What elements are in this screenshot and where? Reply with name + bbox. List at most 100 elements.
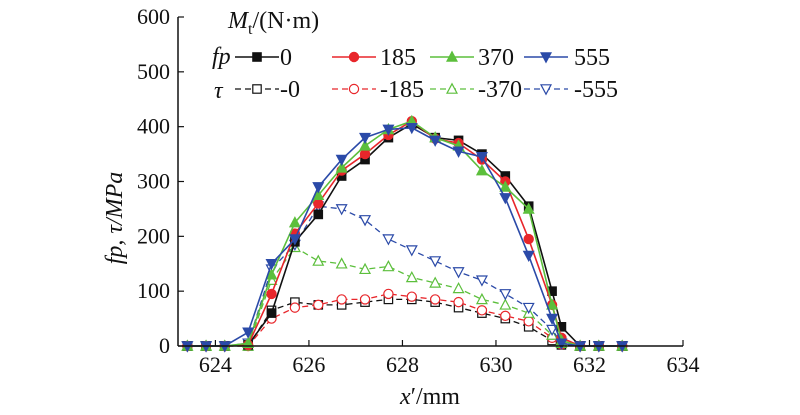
data-point <box>335 161 348 173</box>
legend-marker <box>446 82 458 94</box>
legend-marker <box>348 83 360 95</box>
data-point <box>289 302 301 313</box>
y-tick-label: 0 <box>159 333 170 358</box>
y-tick-label: 200 <box>137 223 170 248</box>
series-fp-370 <box>181 114 629 351</box>
series-fp-185 <box>182 115 628 352</box>
legend-title-units: /(N·m) <box>252 8 319 34</box>
data-point <box>546 298 559 310</box>
data-point <box>242 327 255 339</box>
y-ticks: 0 100 200 300 400 500 600 <box>137 4 184 358</box>
data-point <box>429 135 442 147</box>
data-point <box>499 193 512 205</box>
legend-marker <box>252 52 262 62</box>
data-point <box>522 250 535 263</box>
y-tick-label: 500 <box>137 59 170 84</box>
data-point <box>335 154 348 167</box>
data-point <box>429 256 442 268</box>
data-point <box>265 268 278 280</box>
legend-entry-tau-370: -370 <box>430 77 522 103</box>
legend-marker <box>540 52 552 64</box>
data-point <box>405 122 418 135</box>
data-point <box>499 298 512 310</box>
data-point <box>359 148 371 160</box>
data-point <box>359 139 372 151</box>
data-point <box>335 257 348 269</box>
legend-group-tau: τ <box>214 78 224 104</box>
legend-marker <box>446 50 458 62</box>
data-point <box>266 288 277 300</box>
legend-title: Mt/(N·m) <box>227 8 319 38</box>
data-point <box>499 180 512 192</box>
legend-entry-tau-0: -0 <box>235 77 300 103</box>
legend-entry-tau-555: -555 <box>524 77 618 103</box>
x-tick-label: 624 <box>199 352 232 377</box>
data-point <box>429 294 441 305</box>
legend-label: 555 <box>574 45 610 71</box>
y-axis-label: fp, τ/MPa <box>102 172 128 265</box>
data-point <box>359 215 372 227</box>
legend-marker <box>540 84 552 96</box>
y-axis-label-text: fp, τ/MPa <box>102 172 128 265</box>
data-point <box>359 132 372 145</box>
data-point <box>312 254 325 266</box>
data-point <box>382 260 395 272</box>
data-point <box>522 202 535 214</box>
legend-entries: 0 185 370 555 -0 -185 -370 -555 <box>235 45 618 103</box>
data-point <box>452 146 465 158</box>
data-point <box>265 258 278 271</box>
series-line <box>187 122 623 347</box>
legend-label: 370 <box>478 45 514 71</box>
legend-label: 185 <box>380 45 416 71</box>
x-ticks: 624 626 628 630 632 634 <box>199 340 700 377</box>
legend-label: -370 <box>478 77 522 103</box>
data-point <box>288 216 301 228</box>
y-tick-label: 400 <box>137 114 170 139</box>
data-point <box>522 302 535 315</box>
legend-title-sub: t <box>248 21 253 38</box>
x-axis-prime: ′/mm <box>411 384 461 410</box>
data-point <box>546 324 559 337</box>
x-tick-label: 626 <box>292 352 325 377</box>
data-point <box>555 338 568 350</box>
data-point <box>383 288 394 300</box>
legend-entry-fp-370: 370 <box>430 45 514 71</box>
data-point <box>312 182 325 194</box>
data-point <box>500 310 511 322</box>
data-point <box>453 296 464 308</box>
x-axis-label: x′/mm <box>399 384 460 410</box>
plot-area <box>181 114 629 353</box>
legend-label: -0 <box>280 77 300 103</box>
x-tick-label: 632 <box>573 352 606 377</box>
data-point <box>429 276 442 288</box>
data-point <box>499 289 512 301</box>
data-point <box>475 292 488 305</box>
legend-group-fp: fp <box>212 44 231 70</box>
legend-label: -555 <box>574 77 618 103</box>
data-point <box>452 281 465 294</box>
x-tick-label: 628 <box>386 352 419 377</box>
data-point <box>313 299 324 311</box>
legend-entry-tau-185: -185 <box>332 77 424 103</box>
data-point <box>523 316 534 327</box>
data-point <box>336 294 347 305</box>
data-point <box>359 294 371 305</box>
data-point <box>288 234 301 246</box>
legend: Mt/(N·m) fp τ 0 185 370 555 -0 -185 -370 -555 <box>212 8 618 104</box>
legend-label: 0 <box>280 45 292 71</box>
legend-title-var: M <box>227 8 250 34</box>
legend-marker <box>252 84 262 94</box>
data-point <box>405 245 418 257</box>
data-point <box>242 336 255 349</box>
data-point <box>476 305 488 316</box>
y-tick-label: 600 <box>137 4 170 29</box>
x-tick-label: 634 <box>667 352 700 377</box>
x-tick-label: 630 <box>479 352 512 377</box>
x-axis-var: x <box>399 384 411 410</box>
data-point <box>266 308 277 318</box>
data-point <box>382 124 395 136</box>
data-point <box>359 262 372 275</box>
series-line <box>187 126 623 347</box>
data-point <box>523 233 534 245</box>
